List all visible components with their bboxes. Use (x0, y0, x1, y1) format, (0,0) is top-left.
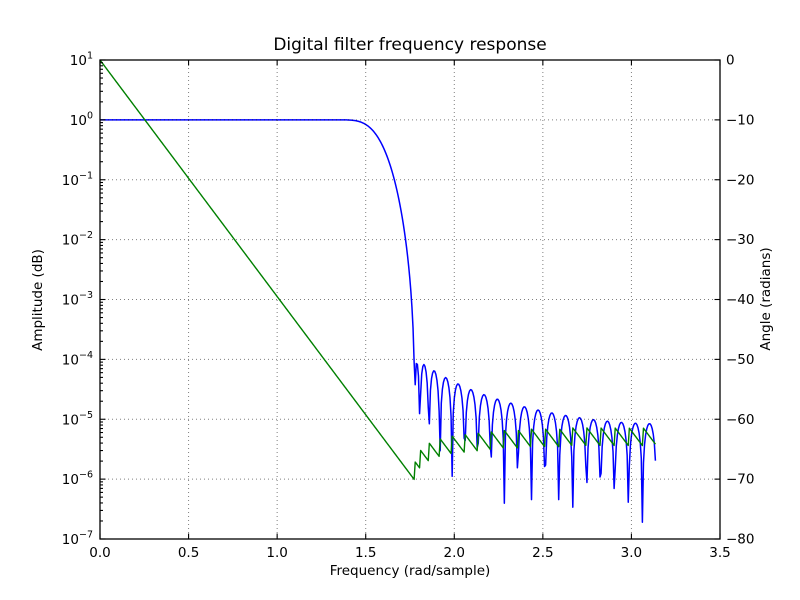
y-left-tick-label: 101 (70, 51, 93, 70)
y-right-tick-label: −10 (726, 112, 755, 128)
y-right-tick-label: −30 (726, 232, 755, 248)
left-axis-label: Amplitude (dB) (30, 249, 46, 351)
chart-title: Digital filter frequency response (273, 35, 546, 55)
y-left-tick-label: 10−3 (62, 290, 93, 309)
grid-group (100, 60, 720, 539)
x-tick-label: 3.0 (621, 545, 642, 561)
y-left-tick-label: 100 (70, 110, 93, 129)
y-right-tick-label: −20 (726, 172, 755, 188)
x-tick-label: 3.5 (709, 545, 730, 561)
y-left-tick-label: 10−1 (62, 170, 93, 189)
x-tick-label: 1.5 (355, 545, 376, 561)
x-tick-label: 1.0 (266, 545, 287, 561)
y-right-tick-label: −80 (726, 532, 755, 548)
axes-border (99, 59, 721, 540)
right-axis-label: Angle (radians) (758, 247, 774, 350)
x-axis-label: Frequency (rad/sample) (330, 563, 491, 579)
y-left-tick-label: 10−6 (62, 470, 93, 489)
y-right-tick-label: −50 (726, 352, 755, 368)
x-tick-label: 2.5 (532, 545, 553, 561)
x-tick-label: 0.0 (89, 545, 110, 561)
x-tick-label: 0.5 (178, 545, 199, 561)
y-left-tick-label: 10−2 (62, 230, 93, 249)
y-right-tick-label: −40 (726, 292, 755, 308)
phase-curve (100, 60, 656, 481)
y-right-tick-label: −60 (726, 412, 755, 428)
y-left-tick-label: 10−7 (62, 530, 93, 549)
x-tick-label: 2.0 (444, 545, 465, 561)
y-right-tick-label: 0 (726, 53, 735, 69)
phase-series-group (100, 60, 656, 481)
tick-labels-group: 0.0 0.5 1.0 1.5 2.0 2.5 3.0 3.5 101 100 10−1 10−2 10… (62, 51, 755, 562)
y-right-tick-label: −70 (726, 472, 755, 488)
y-left-tick-label: 10−4 (62, 350, 93, 369)
y-left-tick-label: 10−5 (62, 410, 93, 429)
